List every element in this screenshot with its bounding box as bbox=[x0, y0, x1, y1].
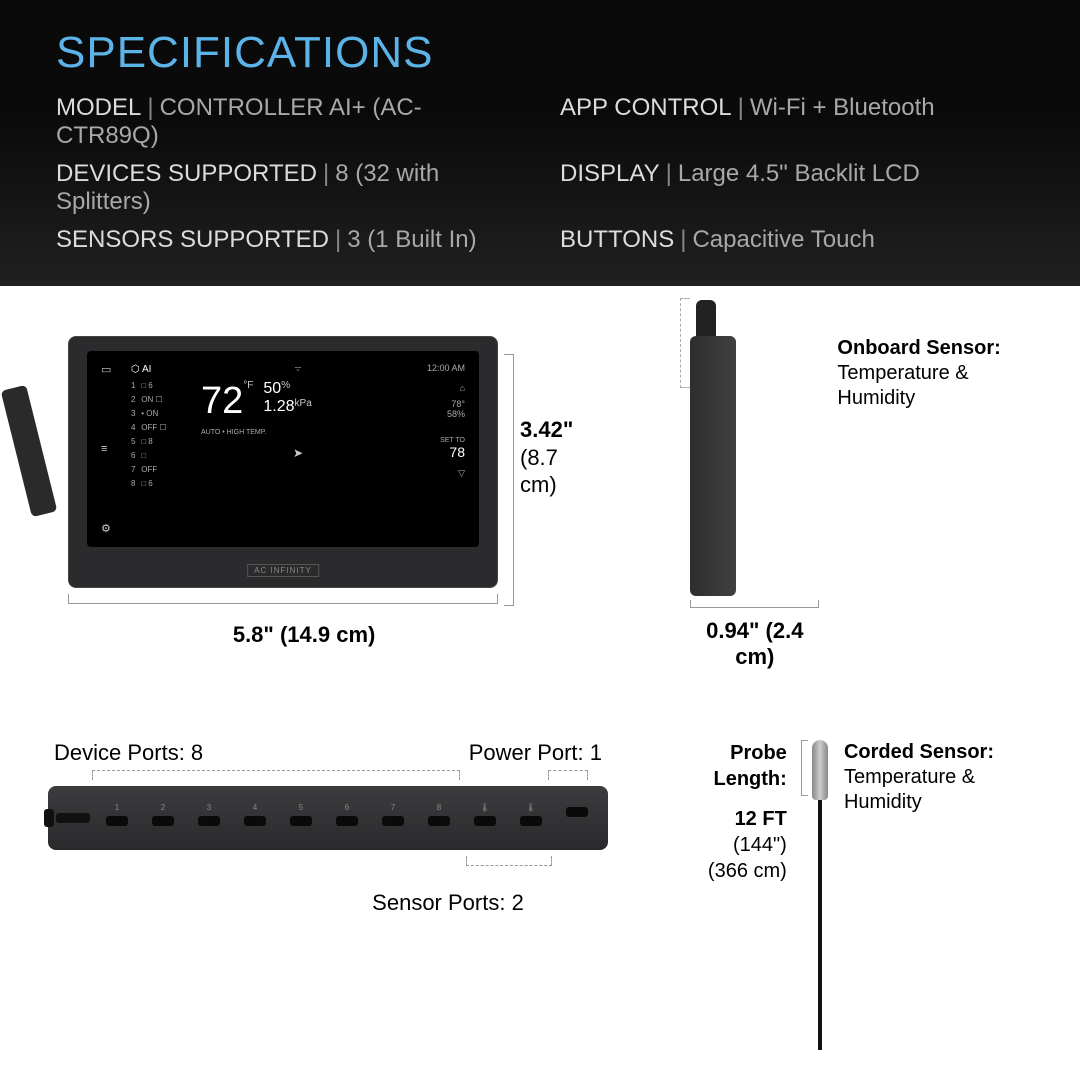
spec-grid: MODEL|CONTROLLER AI+ (AC-CTR89Q) APP CON… bbox=[56, 94, 1024, 254]
brand-badge: AC INFINITY bbox=[247, 564, 319, 577]
probe-length-label: Probe Length: 12 FT (144") (366 cm) bbox=[668, 740, 787, 1050]
spec-sensors: SENSORS SUPPORTED|3 (1 Built In) bbox=[56, 226, 520, 254]
gear-icon: ⚙ bbox=[101, 522, 131, 535]
power-port bbox=[560, 803, 594, 833]
spec-model: MODEL|CONTROLLER AI+ (AC-CTR89Q) bbox=[56, 94, 520, 150]
bottom-section: Device Ports: 8 Power Port: 1 1 2 3 4 5 … bbox=[0, 690, 1080, 1070]
height-bracket bbox=[504, 354, 514, 606]
port-4: 4 bbox=[238, 803, 272, 833]
power-port-label: Power Port: 1 bbox=[469, 740, 602, 766]
front-view-wrap: ▭ ≡ ⚙ ⬡ AI 1 □ 6 2 ON ☐ 3 • ON 4 OFF ☐ 5… bbox=[48, 336, 540, 648]
port-7: 7 bbox=[376, 803, 410, 833]
sensor-bracket bbox=[680, 298, 690, 388]
screen-port-list: ⬡ AI 1 □ 6 2 ON ☐ 3 • ON 4 OFF ☐ 5 □ 8 6… bbox=[131, 363, 193, 535]
port-8: 8 bbox=[422, 803, 456, 833]
port-top-labels: Device Ports: 8 Power Port: 1 bbox=[48, 740, 608, 770]
sensor-port-1: 🌡 bbox=[468, 803, 502, 833]
height-dimension: 3.42"(8.7 cm) bbox=[520, 416, 573, 499]
battery-icon: ▭ bbox=[101, 363, 131, 376]
spec-title: SPECIFICATIONS bbox=[56, 28, 1024, 78]
port-2: 2 bbox=[146, 803, 180, 833]
width-bracket bbox=[68, 594, 498, 604]
corded-sensor-label: Corded Sensor: Temperature & Humidity bbox=[844, 740, 1032, 1050]
sensor-ports-label: Sensor Ports: 2 bbox=[48, 890, 608, 916]
spec-buttons: BUTTONS|Capacitive Touch bbox=[560, 226, 1024, 254]
screen-right: 12:00 AM ⌂ 78° 58% SET TO 78 ▽ bbox=[395, 363, 465, 535]
probe-tip-icon bbox=[812, 740, 828, 800]
port-3: 3 bbox=[192, 803, 226, 833]
antenna-icon bbox=[1, 385, 58, 517]
side-view-wrap: 0.94" (2.4 cm) Onboard Sensor: Temperatu… bbox=[690, 336, 1032, 670]
onboard-sensor-label: Onboard Sensor: Temperature & Humidity bbox=[837, 336, 1032, 411]
ports-bar: 1 2 3 4 5 6 7 8 🌡 🌡 bbox=[48, 786, 608, 850]
lcd-screen: ▭ ≡ ⚙ ⬡ AI 1 □ 6 2 ON ☐ 3 • ON 4 OFF ☐ 5… bbox=[87, 351, 479, 547]
port-6: 6 bbox=[330, 803, 364, 833]
menu-icon: ≡ bbox=[101, 443, 131, 455]
depth-dimension: 0.94" (2.4 cm) bbox=[690, 618, 819, 670]
port-5: 5 bbox=[284, 803, 318, 833]
spec-header: SPECIFICATIONS MODEL|CONTROLLER AI+ (AC-… bbox=[0, 0, 1080, 286]
spec-devices: DEVICES SUPPORTED|8 (32 with Splitters) bbox=[56, 160, 520, 216]
device-ports-label: Device Ports: 8 bbox=[54, 740, 203, 766]
mid-section: ▭ ≡ ⚙ ⬡ AI 1 □ 6 2 ON ☐ 3 • ON 4 OFF ☐ 5… bbox=[0, 286, 1080, 690]
screen-center: ᯤ 72 °F 50% 1.28kPa AUTO • HIGH TEMP. ➤ bbox=[193, 363, 395, 535]
width-dimension: 5.8" (14.9 cm) bbox=[68, 622, 540, 648]
probe-graphic bbox=[812, 740, 828, 1050]
sensor-port-2: 🌡 bbox=[514, 803, 548, 833]
spec-display: DISPLAY|Large 4.5" Backlit LCD bbox=[560, 160, 1024, 216]
ports-view-wrap: Device Ports: 8 Power Port: 1 1 2 3 4 5 … bbox=[48, 740, 608, 1050]
spec-app: APP CONTROL|Wi-Fi + Bluetooth bbox=[560, 94, 1024, 150]
cable-icon bbox=[56, 813, 90, 823]
send-icon: ➤ bbox=[201, 446, 395, 460]
device-side bbox=[690, 336, 736, 596]
port-1: 1 bbox=[100, 803, 134, 833]
temp-reading: 72 bbox=[201, 380, 243, 423]
probe-cable-icon bbox=[818, 800, 822, 1050]
probe-wrap: Probe Length: 12 FT (144") (366 cm) Cord… bbox=[668, 740, 1032, 1050]
device-front: ▭ ≡ ⚙ ⬡ AI 1 □ 6 2 ON ☐ 3 • ON 4 OFF ☐ 5… bbox=[68, 336, 498, 588]
screen-left-icons: ▭ ≡ ⚙ bbox=[101, 363, 131, 535]
